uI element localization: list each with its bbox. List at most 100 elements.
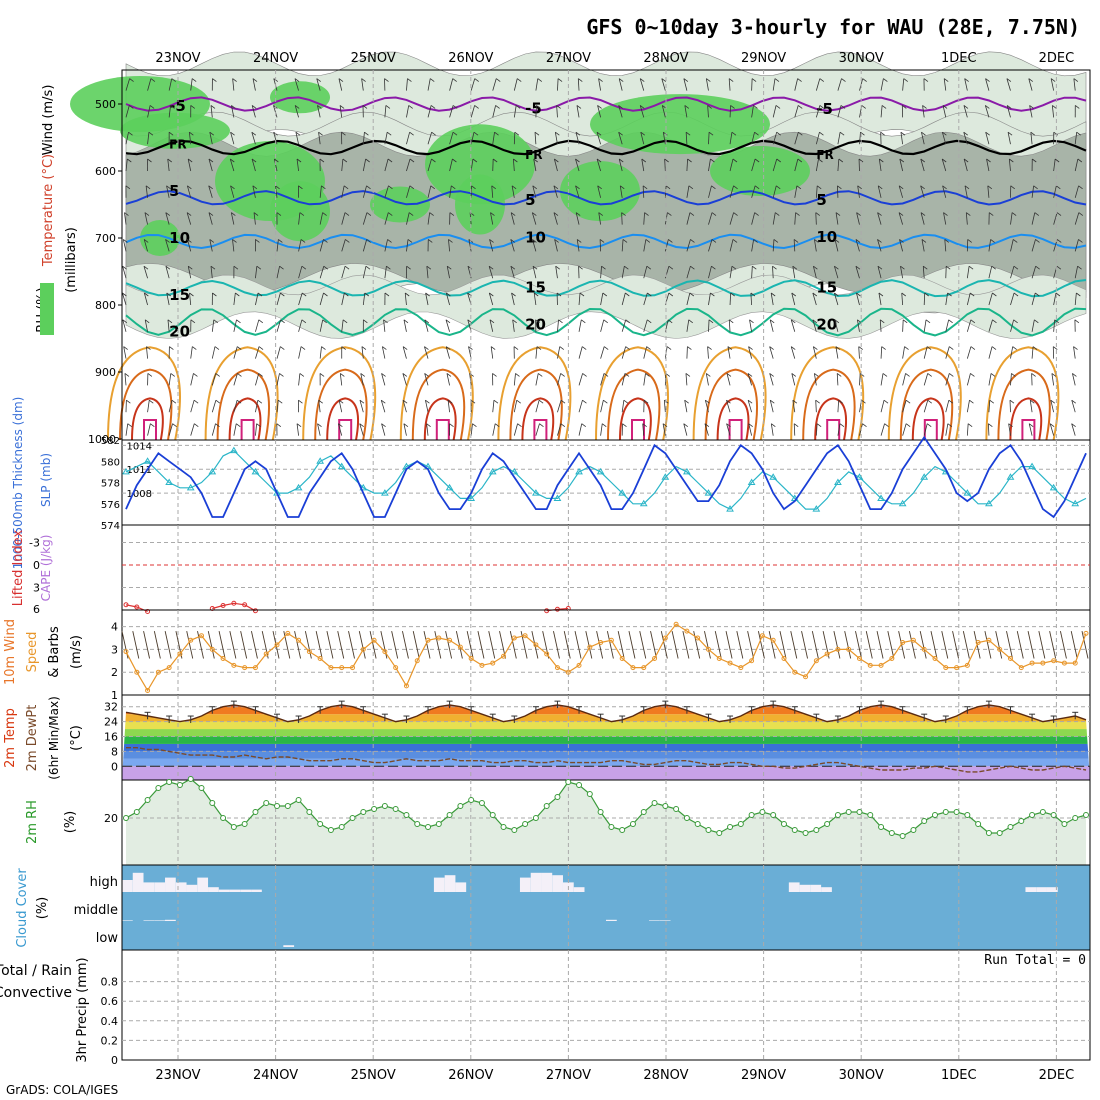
wind-barb <box>402 346 407 359</box>
wind-speed-point <box>716 656 722 661</box>
wind-barb <box>319 292 324 306</box>
wind-barb-flag <box>618 131 623 136</box>
wind-barb-flag <box>790 319 796 324</box>
wind-barb-flag <box>144 319 150 324</box>
isotherm-label: 5 <box>525 191 535 209</box>
wind-barb-flag <box>798 131 803 136</box>
wind-barb <box>208 212 213 225</box>
wind-barb-flag <box>949 373 954 377</box>
rh2m-point <box>198 785 205 791</box>
wind-barb <box>705 78 709 91</box>
wind-barb-flag <box>1054 319 1059 324</box>
wind-barb <box>900 132 904 145</box>
wind-barb <box>298 212 301 225</box>
wind-barb-flag <box>1073 346 1078 350</box>
wind-barb-flag <box>321 346 326 350</box>
wind-barb-flag <box>733 185 738 190</box>
wind-barb <box>575 158 580 172</box>
wind-barb-flag <box>814 239 819 243</box>
wind-barb <box>190 373 194 386</box>
wind-barb <box>945 346 950 359</box>
wind-barb <box>1007 132 1011 145</box>
wind-barb <box>683 78 688 91</box>
wind-barb-flag <box>920 158 925 163</box>
wind-barb-flag <box>535 319 540 324</box>
wind-speed-point <box>533 642 539 648</box>
wind-barb-flag <box>732 158 738 163</box>
wind-barb-flag <box>813 265 818 270</box>
wind-barb <box>619 185 623 198</box>
wind-barb-flag <box>841 78 846 82</box>
wind-barb <box>255 346 260 359</box>
wind-barb <box>233 292 236 306</box>
thickness-point <box>1028 462 1036 470</box>
wind-barb-flag <box>321 185 326 190</box>
wind-barb <box>512 319 515 332</box>
surface-barb <box>1049 631 1057 659</box>
surface-barb <box>779 631 787 659</box>
wind-barb-flag <box>1056 185 1061 190</box>
wind-barb <box>490 346 494 359</box>
wind-barb-flag <box>122 292 127 297</box>
thickness-point <box>812 505 821 512</box>
wind-barb <box>168 78 173 91</box>
wind-barb <box>147 105 151 118</box>
wind-speed-point <box>587 644 593 650</box>
wind-barb-flag <box>877 185 883 190</box>
wind-barb-flag <box>343 185 349 190</box>
precip-tick-label: 0.4 <box>101 1015 119 1028</box>
cloud-high-bar <box>132 872 144 892</box>
wind-barb-flag <box>1006 105 1012 109</box>
surface-barb <box>326 631 334 659</box>
wind-barb <box>166 292 170 306</box>
wind-barb-flag <box>1035 239 1040 243</box>
thickness-point <box>208 467 217 475</box>
wind-barb-flag <box>511 292 516 297</box>
wind-barb-flag <box>165 212 171 216</box>
wind-barb <box>727 346 731 359</box>
wind-barb <box>815 78 821 91</box>
rh2m-point <box>338 824 345 830</box>
wind-barb <box>815 400 817 413</box>
wind-barb-flag <box>213 319 219 324</box>
wind-barb <box>812 319 817 332</box>
wind-barb <box>1010 373 1012 386</box>
slp-tick-label: 1014 <box>127 441 152 452</box>
wind-barb-flag <box>402 399 408 404</box>
wind-speed-point <box>705 646 711 652</box>
wind-barb <box>792 266 796 279</box>
wind-barb <box>793 423 796 436</box>
isotherm-label: -5 <box>169 97 186 115</box>
wind-barb-flag <box>452 131 458 136</box>
date-label-bottom: 1DEC <box>941 1068 977 1083</box>
wind-barb-flag <box>770 399 775 404</box>
rh2m-point <box>123 815 129 821</box>
wind-barb-flag <box>812 319 818 324</box>
bl-contour <box>411 368 466 441</box>
wind-barb-flag <box>344 265 350 270</box>
wind-barb <box>662 132 666 145</box>
wind-barb-flag <box>1032 346 1038 350</box>
thickness-point <box>186 483 195 491</box>
wind-barb <box>815 132 820 145</box>
temp-tick-label: 32 <box>104 701 118 714</box>
wind-speed-point <box>943 665 949 671</box>
wind-barb <box>535 423 540 436</box>
wind-barb <box>684 105 688 118</box>
wind-barb <box>600 319 605 332</box>
wind-speed-point <box>954 665 960 671</box>
wind-barb <box>427 158 432 172</box>
wind-barb <box>276 346 281 359</box>
wind-barb <box>726 423 731 436</box>
date-label-top: 28NOV <box>643 51 688 66</box>
surface-barb <box>704 631 711 659</box>
wind-barb <box>966 319 972 332</box>
wind-barb-flag <box>365 158 370 163</box>
bl-contour <box>716 397 750 441</box>
wind-barb-flag <box>424 346 429 350</box>
date-label-bottom: 26NOV <box>448 1068 493 1083</box>
wind-barb <box>835 212 839 225</box>
rh2m-point <box>425 824 432 830</box>
date-label-top: 24NOV <box>253 51 298 66</box>
wind-barb <box>621 292 626 306</box>
